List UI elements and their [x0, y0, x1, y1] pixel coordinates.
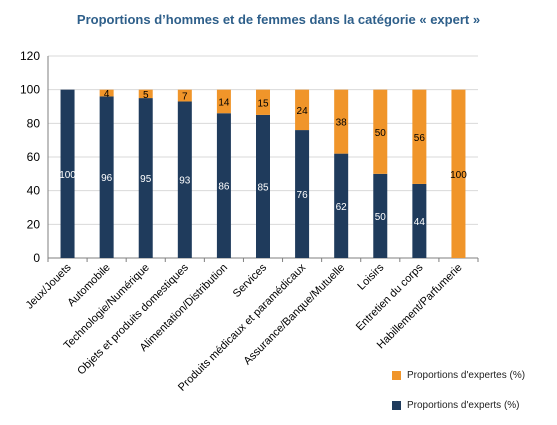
y-tick-label: 40	[27, 184, 41, 198]
legend-item-expertes: Proportions d'expertes (%)	[392, 370, 525, 381]
bar-expertes	[451, 89, 466, 259]
data-label-expertes: 24	[297, 106, 309, 117]
bar-expertes	[177, 89, 192, 102]
data-label-expertes: 5	[143, 90, 149, 101]
bar-expertes	[99, 89, 114, 97]
data-label-expertes: 50	[375, 128, 387, 139]
data-label-expertes: 100	[450, 170, 467, 181]
bar-experts	[373, 173, 388, 258]
y-tick-label: 0	[33, 251, 40, 265]
y-tick-label: 80	[27, 116, 41, 130]
bar-experts	[412, 183, 427, 258]
bar-experts	[138, 98, 153, 258]
data-label-experts: 96	[101, 173, 113, 184]
data-label-expertes: 4	[104, 89, 110, 100]
data-label-experts: 76	[297, 190, 309, 201]
legend-label-experts: Proportions d'experts (%)	[407, 400, 520, 411]
data-label-experts: 86	[218, 182, 230, 193]
data-label-experts: 93	[179, 176, 191, 187]
data-label-experts: 44	[414, 217, 426, 228]
bar-expertes	[138, 89, 153, 99]
y-tick-label: 20	[27, 217, 41, 231]
bar-expertes	[256, 89, 270, 115]
chart-title: Proportions d’hommes et de femmes dans l…	[76, 12, 481, 27]
bar-expertes	[216, 89, 231, 114]
y-tick-label: 60	[27, 150, 41, 164]
legend-label-expertes: Proportions d'expertes (%)	[407, 370, 526, 381]
bar-experts	[177, 101, 192, 258]
bar-expertes	[295, 89, 310, 131]
data-label-expertes: 38	[336, 118, 348, 129]
bar-expertes	[373, 89, 388, 174]
data-label-expertes: 15	[257, 98, 269, 109]
x-category-label: Jeux/Jouets	[24, 261, 74, 311]
bar-experts	[60, 89, 75, 259]
data-label-experts: 62	[336, 202, 348, 213]
legend-swatch-experts	[392, 401, 401, 410]
legend-item-experts: Proportions d'experts (%)	[392, 400, 520, 411]
x-category-label: Entretien du corps	[354, 261, 426, 333]
bar-experts	[256, 114, 270, 259]
data-label-expertes: 56	[414, 133, 426, 144]
y-tick-label: 100	[20, 83, 40, 97]
x-category-label: Services	[231, 261, 270, 300]
data-label-expertes: 7	[182, 92, 188, 103]
bar-experts	[216, 113, 231, 258]
data-label-expertes: 14	[218, 97, 230, 108]
bar-experts	[99, 96, 114, 259]
x-category-label: Loisirs	[355, 261, 386, 292]
legend-swatch-expertes	[392, 371, 401, 380]
data-label-experts: 50	[375, 212, 387, 223]
y-tick-label: 120	[20, 49, 40, 63]
bar-expertes	[334, 89, 349, 154]
bar-experts	[334, 153, 349, 258]
data-label-experts: 95	[140, 174, 152, 185]
bar-experts	[295, 130, 310, 258]
data-label-experts: 85	[257, 182, 269, 193]
data-label-experts: 100	[59, 170, 76, 181]
bar-expertes	[412, 89, 427, 184]
